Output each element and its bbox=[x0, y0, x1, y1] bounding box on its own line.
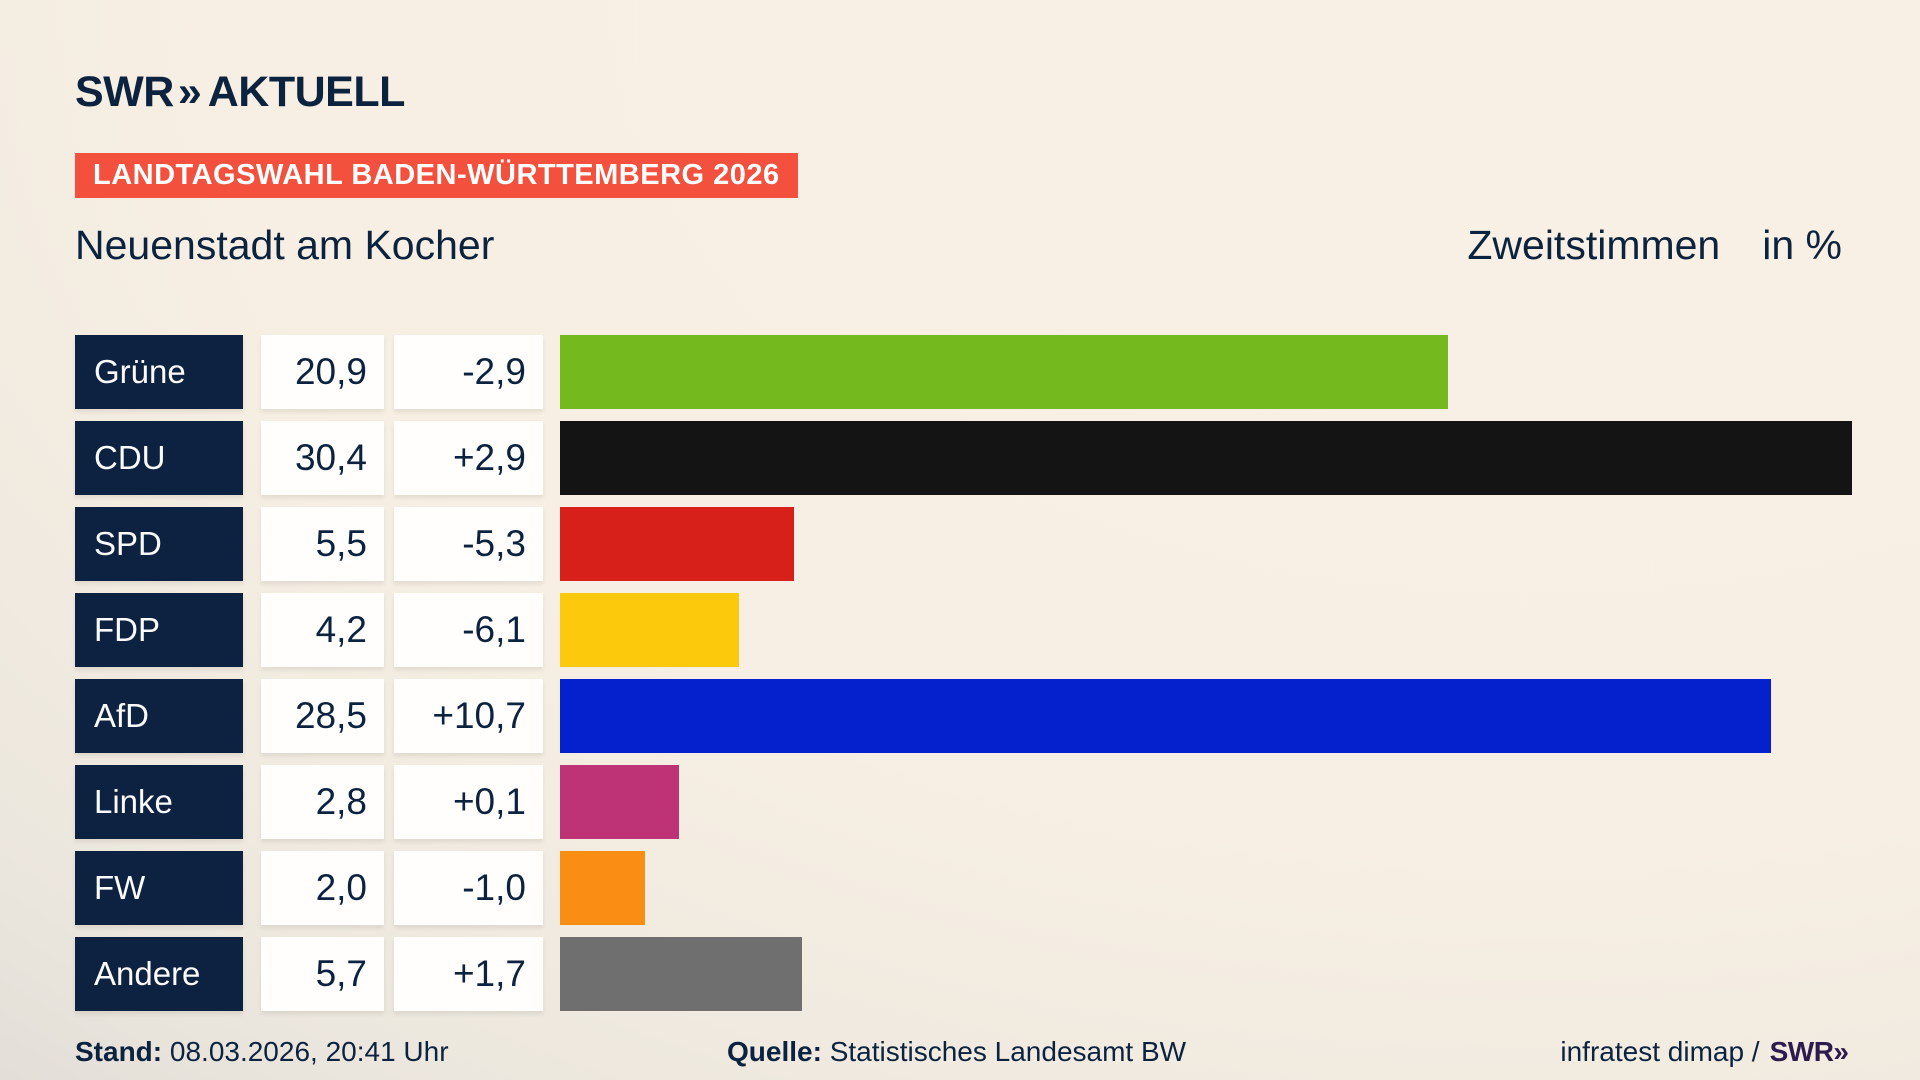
swr-footer-logo: SWR» bbox=[1769, 1036, 1849, 1067]
party-diff-box: -2,9 bbox=[394, 335, 543, 409]
party-row: Andere 5,7 +1,7 bbox=[75, 937, 1920, 1011]
chart-subtitle: Zweitstimmen in % bbox=[1467, 222, 1842, 269]
party-row: FDP 4,2 -6,1 bbox=[75, 593, 1920, 667]
title-row: Neuenstadt am Kocher Zweitstimmen in % bbox=[75, 222, 1842, 269]
party-diff-box: -5,3 bbox=[394, 507, 543, 581]
measure-label: Zweitstimmen bbox=[1467, 222, 1721, 268]
party-value-box: 20,9 bbox=[261, 335, 384, 409]
election-banner: LANDTAGSWAHL BADEN-WÜRTTEMBERG 2026 bbox=[75, 153, 798, 198]
quelle-value: Statistisches Landesamt BW bbox=[829, 1036, 1187, 1067]
stand-timestamp: Stand: 08.03.2026, 20:41 Uhr bbox=[75, 1032, 449, 1072]
party-value-box: 5,5 bbox=[261, 507, 384, 581]
bar-track bbox=[560, 765, 1920, 839]
bar-track bbox=[560, 679, 1920, 753]
result-bar bbox=[560, 765, 679, 839]
party-value-box: 4,2 bbox=[261, 593, 384, 667]
party-row: FW 2,0 -1,0 bbox=[75, 851, 1920, 925]
footer: Stand: 08.03.2026, 20:41 Uhr Quelle: Sta… bbox=[75, 1032, 1849, 1072]
quelle-label: Quelle: bbox=[727, 1036, 822, 1067]
result-bar bbox=[560, 421, 1852, 495]
bar-track bbox=[560, 593, 1920, 667]
party-name-box: Linke bbox=[75, 765, 243, 839]
result-bar bbox=[560, 335, 1449, 409]
credit-text: infratest dimap / bbox=[1560, 1036, 1760, 1067]
result-bar bbox=[560, 593, 739, 667]
party-diff-box: -6,1 bbox=[394, 593, 543, 667]
swr-aktuell-logo: SWR» AKTUELL bbox=[75, 68, 405, 117]
aktuell-logo-text: AKTUELL bbox=[207, 68, 406, 116]
bar-track bbox=[560, 851, 1920, 925]
unit-label: in % bbox=[1762, 222, 1842, 268]
party-name-box: FDP bbox=[75, 593, 243, 667]
result-bar bbox=[560, 507, 794, 581]
results-bar-chart: Grüne 20,9 -2,9 CDU 30,4 +2,9 SPD 5,5 -5… bbox=[75, 335, 1920, 1023]
party-diff-box: -1,0 bbox=[394, 851, 543, 925]
party-name-box: CDU bbox=[75, 421, 243, 495]
party-name-box: Grüne bbox=[75, 335, 243, 409]
party-diff-box: +10,7 bbox=[394, 679, 543, 753]
party-name-box: Andere bbox=[75, 937, 243, 1011]
party-name-box: AfD bbox=[75, 679, 243, 753]
footer-chevrons-icon: » bbox=[1833, 1036, 1848, 1067]
result-bar bbox=[560, 679, 1772, 753]
bar-track bbox=[560, 421, 1920, 495]
stand-value: 08.03.2026, 20:41 Uhr bbox=[169, 1036, 449, 1067]
party-value-box: 5,7 bbox=[261, 937, 384, 1011]
bar-track bbox=[560, 507, 1920, 581]
party-name-box: FW bbox=[75, 851, 243, 925]
source-note: Quelle: Statistisches Landesamt BW bbox=[727, 1032, 1186, 1072]
bar-track bbox=[560, 937, 1920, 1011]
swr-logo-text: SWR bbox=[75, 68, 174, 116]
stand-label: Stand: bbox=[75, 1036, 163, 1067]
party-row: SPD 5,5 -5,3 bbox=[75, 507, 1920, 581]
party-diff-box: +1,7 bbox=[394, 937, 543, 1011]
party-row: CDU 30,4 +2,9 bbox=[75, 421, 1920, 495]
party-row: Grüne 20,9 -2,9 bbox=[75, 335, 1920, 409]
party-diff-box: +2,9 bbox=[394, 421, 543, 495]
party-value-box: 30,4 bbox=[261, 421, 384, 495]
party-row: AfD 28,5 +10,7 bbox=[75, 679, 1920, 753]
municipality-title: Neuenstadt am Kocher bbox=[75, 222, 495, 268]
bar-track bbox=[560, 335, 1920, 409]
party-value-box: 2,8 bbox=[261, 765, 384, 839]
party-diff-box: +0,1 bbox=[394, 765, 543, 839]
result-bar bbox=[560, 937, 803, 1011]
party-name-box: SPD bbox=[75, 507, 243, 581]
party-value-box: 28,5 bbox=[261, 679, 384, 753]
party-value-box: 2,0 bbox=[261, 851, 384, 925]
party-row: Linke 2,8 +0,1 bbox=[75, 765, 1920, 839]
result-bar bbox=[560, 851, 645, 925]
chevrons-icon: » bbox=[177, 68, 202, 116]
credit-note: infratest dimap / SWR» bbox=[1560, 1032, 1849, 1072]
